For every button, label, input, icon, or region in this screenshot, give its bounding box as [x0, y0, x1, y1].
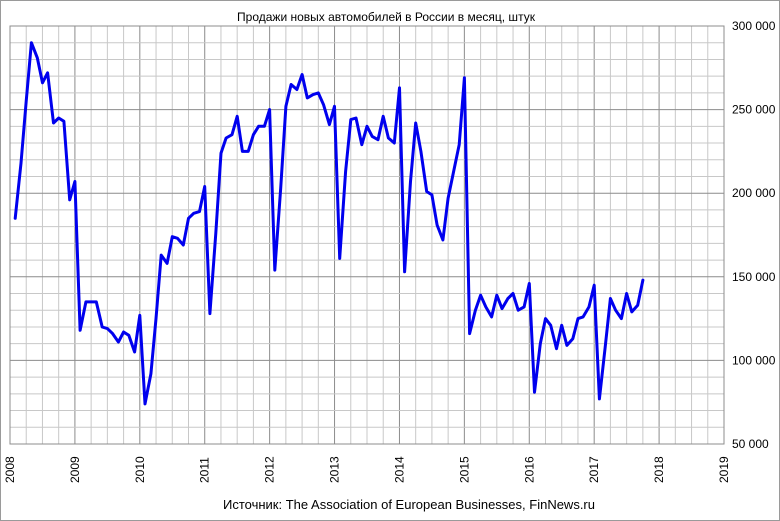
x-tick-label: 2013	[328, 456, 342, 483]
x-tick-label: 2012	[263, 456, 277, 483]
x-tick-label: 2018	[652, 456, 666, 483]
x-tick-label: 2011	[198, 457, 212, 483]
x-axis-ticks: 2008 2009 2010 2011 2012 2013 2014 2015 2016 2017…	[3, 456, 731, 483]
grid	[10, 26, 724, 444]
series-group	[13, 41, 645, 406]
x-tick-label: 2008	[3, 456, 17, 483]
x-tick-label: 2009	[68, 456, 82, 483]
x-tick-label: 2014	[392, 456, 406, 483]
source-note: Источник: The Association of European Bu…	[223, 497, 595, 512]
x-tick-label: 2017	[587, 456, 601, 483]
chart-title: Продажи новых автомобилей в России в мес…	[237, 10, 536, 24]
x-tick-label: 2010	[133, 456, 147, 483]
x-tick-label: 2019	[717, 456, 731, 483]
y-tick-label: 300 000	[732, 19, 776, 33]
y-tick-label: 200 000	[732, 186, 776, 200]
y-tick-label: 250 000	[732, 103, 776, 117]
x-tick-label: 2016	[522, 456, 536, 483]
y-tick-label: 100 000	[732, 353, 776, 367]
y-tick-label: 50 000	[732, 437, 769, 451]
plot-area-border	[9, 25, 725, 445]
x-tick-label: 2015	[457, 456, 471, 483]
series-line	[13, 41, 645, 406]
y-axis-ticks: 50 000 100 000 150 000 200 000 250 000 300 00…	[732, 19, 776, 451]
y-tick-label: 150 000	[732, 270, 776, 284]
